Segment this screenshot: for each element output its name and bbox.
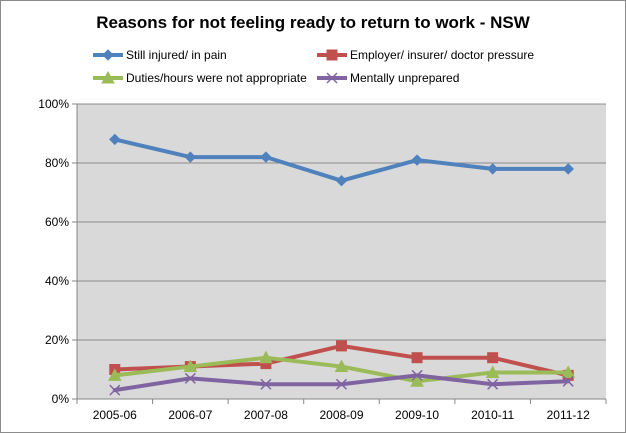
x-tick-label: 2006-07	[168, 408, 212, 422]
data-point	[260, 378, 272, 390]
legend-marker	[101, 70, 115, 84]
x-tick-label: 2011-12	[547, 408, 590, 422]
x-tick-label: 2008-09	[319, 408, 363, 422]
x-tick-label: 2010-11	[471, 408, 514, 422]
legend-item: Duties/hours were not appropriate	[93, 70, 307, 85]
tick-labels: 0% 20% 40% 60% 80% 100% 2005-06 2006-07 2007-08 2…	[38, 97, 607, 422]
data-point	[411, 352, 423, 364]
y-tick-label: 60%	[45, 215, 69, 229]
y-tick-label: 40%	[45, 274, 69, 288]
data-point	[411, 154, 423, 166]
legend-label: Mentally unprepared	[350, 71, 459, 85]
legend-item: Still injured/ in pain	[93, 48, 227, 62]
series-4	[109, 369, 574, 396]
legend-item: Employer/ insurer/ doctor pressure	[317, 48, 534, 62]
gridlines	[77, 103, 606, 341]
data-point	[336, 340, 347, 352]
data-point	[485, 365, 500, 378]
data-point	[411, 369, 423, 381]
data-point	[109, 133, 121, 146]
data-point	[184, 372, 196, 384]
series-3	[107, 350, 576, 387]
legend-label: Still injured/ in pain	[126, 48, 227, 62]
data-point	[183, 359, 198, 373]
x-tick-label: 2009-10	[395, 408, 439, 422]
data-point	[335, 378, 348, 390]
series-layer	[107, 133, 576, 396]
data-point	[334, 359, 349, 373]
data-point	[562, 375, 574, 387]
legend-marker	[102, 49, 114, 61]
data-point	[562, 163, 574, 175]
data-point	[107, 368, 122, 381]
y-tick-label: 80%	[45, 156, 69, 170]
y-tick-label: 20%	[45, 333, 69, 347]
legend-label: Duties/hours were not appropriate	[126, 71, 307, 85]
x-tick-label: 2005-06	[93, 408, 137, 422]
axes	[76, 104, 606, 400]
legend-marker	[326, 49, 338, 61]
data-point	[260, 151, 272, 163]
data-point	[410, 374, 424, 387]
data-point	[184, 151, 197, 163]
legend-item: Mentally unprepared	[317, 71, 459, 85]
data-point	[487, 352, 499, 364]
data-point	[561, 365, 576, 378]
data-point	[487, 378, 499, 390]
legend-marker	[326, 72, 338, 84]
y-tick-label: 0%	[52, 392, 70, 406]
data-point	[109, 384, 121, 396]
x-tick-label: 2007-08	[244, 408, 288, 422]
legend: Still injured/ in pain Employer/ insurer/…	[93, 48, 534, 85]
plot-area: 0% 20% 40% 60% 80% 100% 2005-06 2006-07 2007-08 2…	[38, 97, 607, 422]
chart-title: Reasons for not feeling ready to return …	[96, 13, 530, 32]
y-tick-label: 100%	[38, 97, 69, 111]
data-point	[335, 174, 348, 187]
data-point	[259, 350, 273, 364]
series-1	[109, 133, 574, 187]
data-point	[486, 163, 499, 175]
legend-label: Employer/ insurer/ doctor pressure	[350, 48, 534, 62]
